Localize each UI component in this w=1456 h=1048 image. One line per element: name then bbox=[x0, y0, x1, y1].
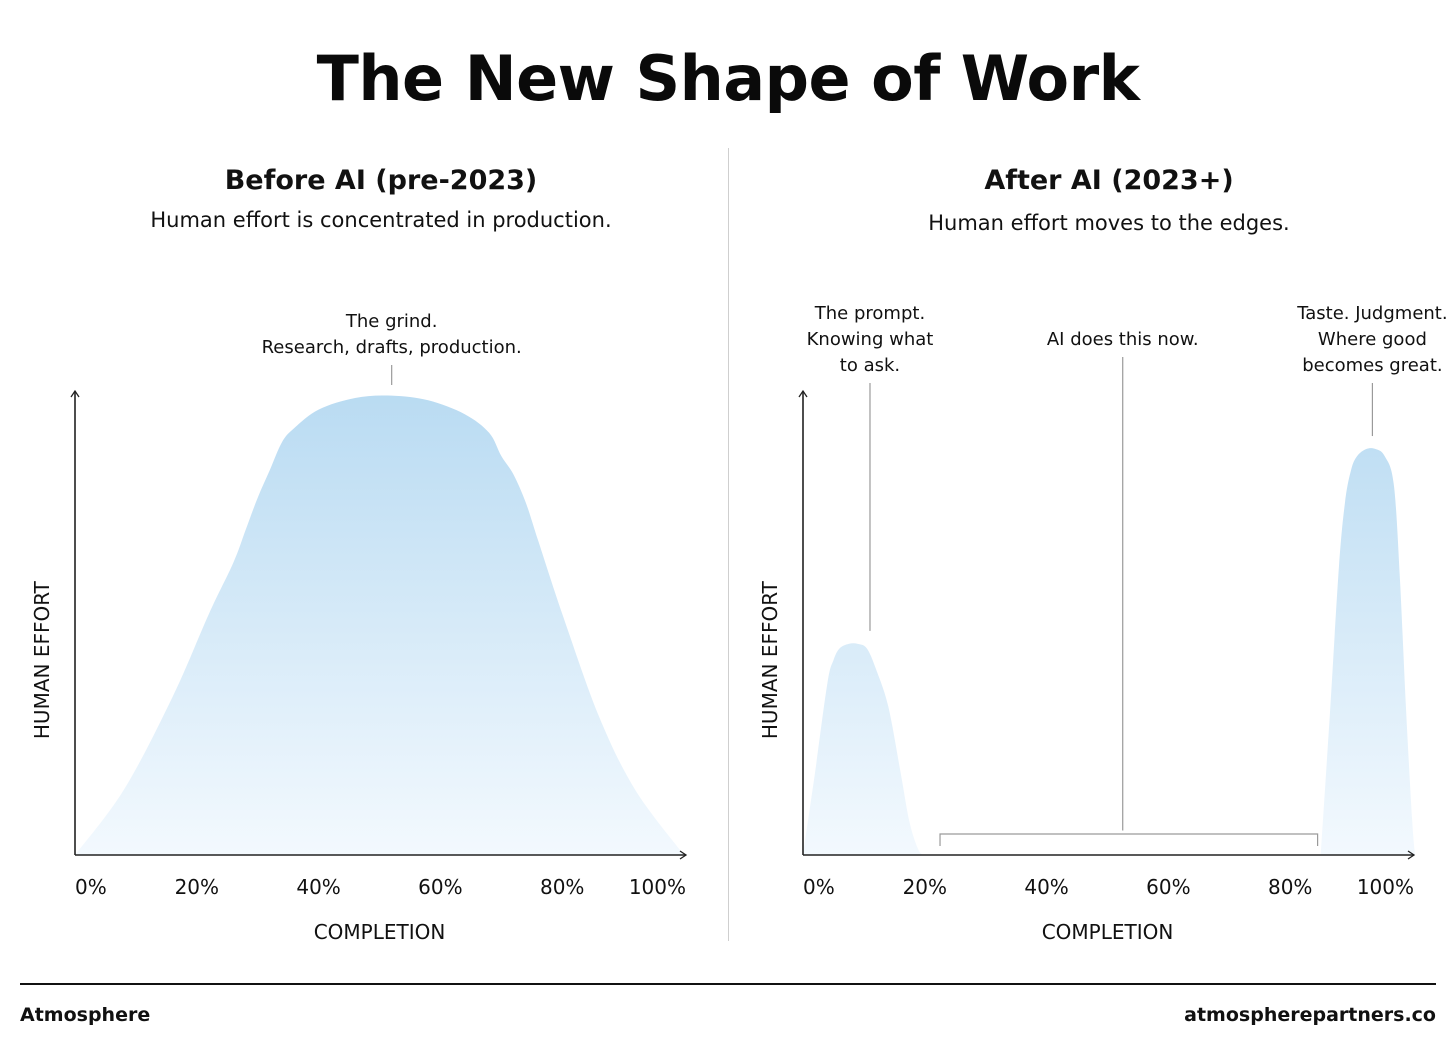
after-panel-subtitle: Human effort moves to the edges. bbox=[928, 211, 1290, 235]
page-title: The New Shape of Work bbox=[316, 42, 1140, 115]
x-tick-label: 100% bbox=[1357, 875, 1414, 899]
annotation-line: Taste. Judgment. bbox=[1296, 303, 1447, 324]
annotation-line: Where good bbox=[1318, 329, 1427, 350]
x-tick-label: 40% bbox=[296, 875, 340, 899]
x-axis-arrow bbox=[1407, 850, 1416, 860]
ai-range-bracket bbox=[939, 833, 1319, 846]
x-tick-label: 60% bbox=[418, 875, 462, 899]
x-tick-label: 60% bbox=[1146, 875, 1190, 899]
annotation-line: to ask. bbox=[840, 355, 900, 376]
effort-area-series-1 bbox=[75, 395, 684, 855]
annotation-line: Knowing what bbox=[807, 329, 934, 350]
x-tick-label: 100% bbox=[629, 875, 686, 899]
x-axis-title: COMPLETION bbox=[314, 920, 446, 944]
before-panel-title: Before AI (pre-2023) bbox=[224, 165, 538, 196]
annotation-label: AI does this now. bbox=[1047, 329, 1199, 350]
x-tick-label: 80% bbox=[1268, 875, 1312, 899]
annotation-line: becomes great. bbox=[1302, 355, 1442, 376]
panel-divider bbox=[728, 148, 729, 941]
x-tick-label: 0% bbox=[803, 875, 835, 899]
annotation-label: The prompt. Knowing what to ask. bbox=[807, 303, 934, 376]
effort-area-series-1 bbox=[803, 643, 925, 855]
footer-brand: Atmosphere bbox=[20, 1004, 151, 1026]
after-panel-title: After AI (2023+) bbox=[984, 165, 1234, 196]
y-axis-arrow bbox=[70, 389, 80, 398]
annotation-line: Research, drafts, production. bbox=[262, 337, 522, 358]
annotation-line: The grind. bbox=[345, 311, 438, 332]
footer-url[interactable]: atmospherepartners.co bbox=[1184, 1004, 1436, 1026]
annotation-line: AI does this now. bbox=[1047, 329, 1199, 350]
x-axis-title: COMPLETION bbox=[1042, 920, 1174, 944]
x-axis-arrow bbox=[679, 850, 688, 860]
annotation-label: The grind. Research, drafts, production. bbox=[262, 311, 522, 358]
y-axis-title: HUMAN EFFORT bbox=[30, 580, 54, 739]
x-tick-label: 40% bbox=[1024, 875, 1068, 899]
annotation-line: The prompt. bbox=[814, 303, 925, 324]
before-panel-subtitle: Human effort is concentrated in producti… bbox=[150, 208, 612, 232]
effort-area-series-2 bbox=[1320, 448, 1415, 855]
y-axis-arrow bbox=[798, 389, 808, 398]
annotation-label: Taste. Judgment. Where good becomes great. bbox=[1296, 303, 1447, 376]
x-tick-label: 20% bbox=[175, 875, 219, 899]
y-axis-title: HUMAN EFFORT bbox=[758, 580, 782, 739]
footer-divider bbox=[20, 983, 1436, 985]
x-tick-label: 0% bbox=[75, 875, 107, 899]
x-tick-label: 80% bbox=[540, 875, 584, 899]
x-tick-label: 20% bbox=[903, 875, 947, 899]
